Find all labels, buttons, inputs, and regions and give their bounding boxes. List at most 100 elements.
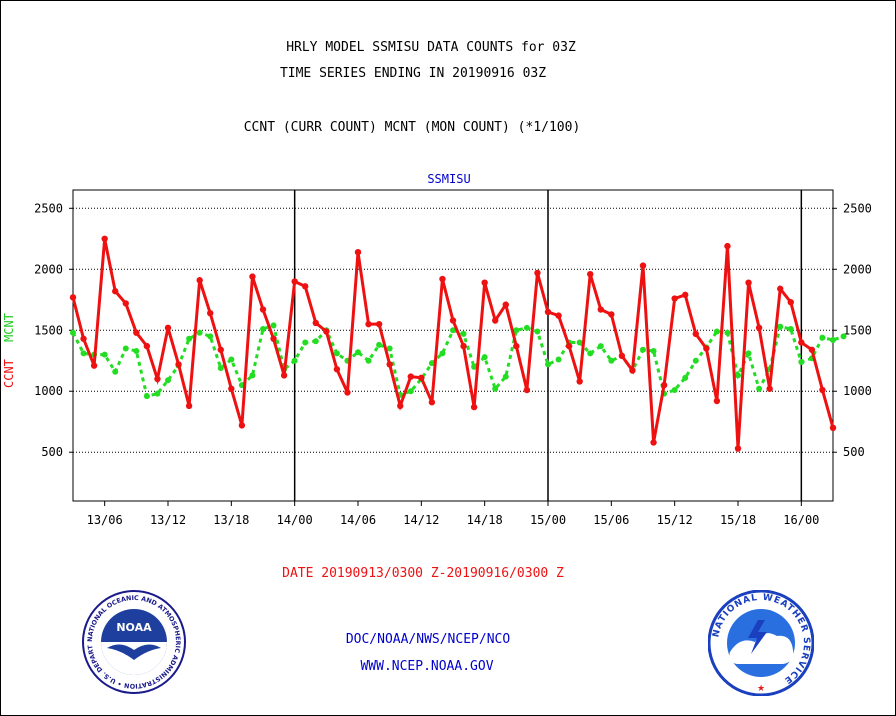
data-point-ccnt: [323, 328, 330, 335]
data-point-mcnt: [70, 329, 76, 336]
data-point-ccnt: [618, 352, 626, 360]
x-tick-label: 13/12: [150, 513, 186, 527]
data-point-mcnt: [365, 357, 372, 364]
data-point-ccnt: [386, 361, 393, 368]
data-point-mcnt: [840, 333, 847, 340]
data-point-ccnt: [597, 306, 604, 313]
data-point-ccnt: [629, 367, 636, 374]
data-point-mcnt: [207, 333, 214, 340]
x-tick-label: 15/18: [720, 513, 756, 527]
data-point-mcnt: [745, 350, 752, 357]
data-point-mcnt: [312, 338, 319, 345]
data-point-mcnt: [143, 393, 150, 400]
data-point-ccnt: [397, 402, 404, 410]
data-point-ccnt: [207, 309, 214, 317]
data-point-mcnt: [154, 390, 161, 397]
chart-heading-line3: CCNT (CURR COUNT) MCNT (MON COUNT) (*1/1…: [243, 120, 581, 135]
data-point-mcnt: [101, 351, 108, 358]
data-point-mcnt: [640, 346, 646, 353]
data-point-mcnt: [471, 363, 478, 370]
data-point-ccnt: [576, 378, 583, 385]
data-point-ccnt: [196, 277, 203, 284]
data-point-ccnt: [481, 279, 488, 286]
data-point-ccnt: [745, 279, 752, 286]
data-point-ccnt: [101, 235, 108, 242]
svg-text:★: ★: [757, 684, 765, 694]
data-point-mcnt: [80, 350, 87, 357]
data-point-ccnt: [418, 374, 425, 382]
data-point-mcnt: [333, 350, 340, 357]
data-point-mcnt: [798, 358, 805, 365]
y-tick-label-right: 2500: [843, 201, 872, 215]
y-tick-label-left: 1000: [34, 384, 63, 398]
data-point-mcnt: [735, 372, 741, 379]
data-point-mcnt: [355, 349, 361, 356]
y-tick-label-left: 2500: [34, 201, 63, 215]
data-point-ccnt: [798, 339, 805, 346]
data-point-ccnt: [608, 311, 615, 318]
data-point-ccnt: [555, 312, 562, 319]
data-point-ccnt: [513, 342, 520, 350]
data-point-ccnt: [734, 445, 742, 452]
noaa-logo: NATIONAL OCEANIC AND ATMOSPHERIC ADMINIS…: [82, 590, 186, 694]
data-point-mcnt: [460, 330, 467, 337]
data-point-mcnt: [671, 387, 678, 394]
data-point-ccnt: [122, 300, 129, 307]
data-point-ccnt: [713, 397, 721, 405]
data-point-ccnt: [587, 270, 594, 278]
data-point-mcnt: [513, 327, 520, 334]
data-point-mcnt: [545, 361, 551, 368]
data-point-ccnt: [344, 389, 351, 396]
data-point-mcnt: [376, 341, 383, 348]
x-tick-label: 15/06: [593, 513, 629, 527]
data-point-ccnt: [777, 285, 784, 292]
data-point-ccnt: [217, 346, 224, 353]
x-tick-label: 15/00: [530, 513, 566, 527]
data-point-mcnt: [133, 347, 140, 354]
data-point-mcnt: [217, 365, 224, 372]
data-point-ccnt: [175, 361, 182, 368]
data-point-mcnt: [228, 356, 235, 363]
data-point-ccnt: [164, 324, 172, 332]
data-point-ccnt: [439, 275, 446, 283]
x-tick-label: 13/18: [213, 513, 249, 527]
data-point-mcnt: [777, 323, 784, 330]
data-point-ccnt: [154, 375, 161, 383]
data-point-ccnt: [90, 362, 98, 369]
data-point-mcnt: [186, 335, 193, 342]
data-point-mcnt: [608, 357, 615, 364]
data-point-mcnt: [682, 374, 689, 381]
data-point-mcnt: [249, 372, 256, 379]
data-point-mcnt: [439, 350, 446, 357]
data-point-ccnt: [460, 342, 467, 350]
data-point-ccnt: [470, 403, 478, 411]
chart-title: SSMISU: [427, 172, 471, 186]
data-point-ccnt: [703, 345, 710, 352]
x-tick-label: 14/06: [340, 513, 376, 527]
data-point-ccnt: [80, 335, 87, 342]
data-point-ccnt: [502, 301, 509, 308]
data-point-ccnt: [682, 291, 689, 299]
data-point-ccnt: [534, 269, 541, 277]
data-point-mcnt: [830, 337, 836, 344]
website-link[interactable]: WWW.NCEP.NOAA.GOV: [360, 659, 494, 674]
data-point-ccnt: [650, 439, 657, 446]
data-point-ccnt: [565, 342, 573, 350]
data-point-mcnt: [428, 360, 435, 367]
x-tick-label: 14/12: [403, 513, 439, 527]
y-tick-label-left: 500: [41, 445, 63, 459]
data-point-ccnt: [259, 306, 267, 313]
data-point-mcnt: [597, 343, 604, 350]
data-point-mcnt: [756, 385, 763, 392]
data-point-ccnt: [69, 294, 77, 301]
y-tick-label-right: 500: [843, 445, 865, 459]
data-point-ccnt: [808, 346, 816, 353]
x-tick-label: 14/18: [467, 513, 503, 527]
data-point-mcnt: [386, 345, 393, 352]
x-tick-label: 16/00: [783, 513, 819, 527]
data-point-ccnt: [428, 399, 436, 406]
data-point-ccnt: [249, 273, 256, 280]
data-point-mcnt: [407, 388, 414, 395]
data-point-mcnt: [502, 373, 509, 380]
